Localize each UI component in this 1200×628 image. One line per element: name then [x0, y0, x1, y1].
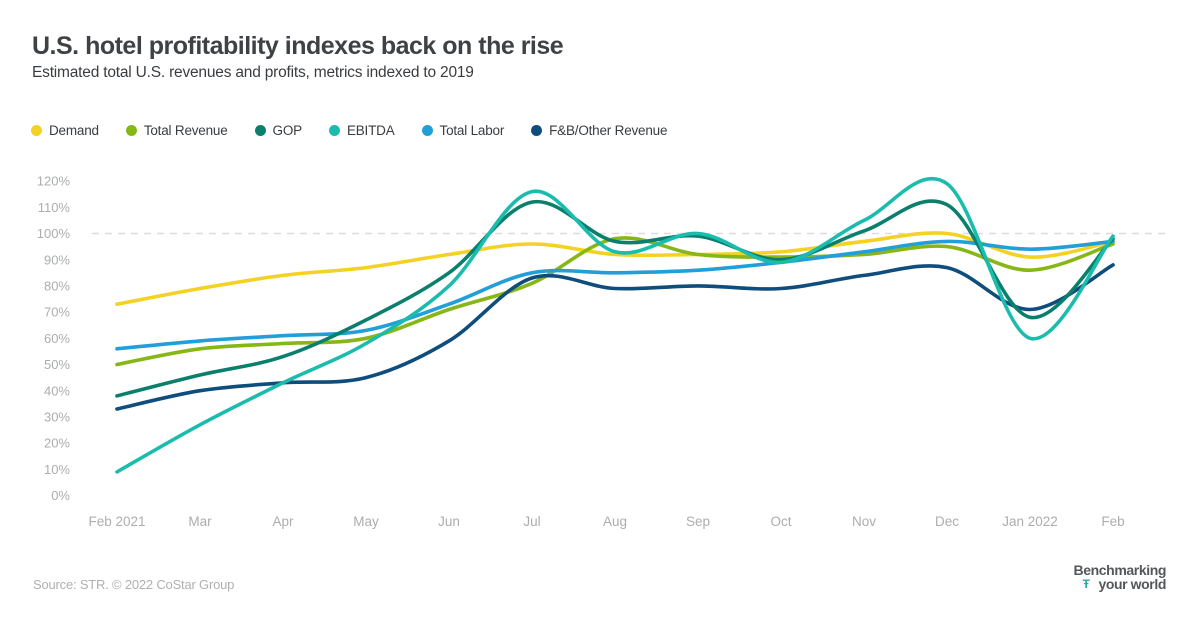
series-line-total-revenue — [115, 236, 1115, 367]
x-axis-label: Nov — [852, 514, 876, 529]
y-tick-label: 70% — [44, 305, 70, 320]
y-tick-label: 20% — [44, 436, 70, 451]
x-axis-label: Jun — [438, 514, 460, 529]
legend-dot-icon — [328, 125, 340, 136]
y-tick-label: 10% — [44, 462, 70, 477]
source-attribution: Source: STR. © 2022 CoStar Group — [33, 577, 235, 592]
legend-item-label: Total Revenue — [143, 123, 228, 138]
legend-item: GOP — [254, 123, 303, 138]
y-tick-label: 80% — [44, 278, 70, 293]
x-axis-label: Aug — [603, 514, 627, 529]
y-tick-label: 120% — [37, 174, 71, 189]
legend-dot-icon — [531, 125, 543, 136]
legend-item-label: Demand — [49, 123, 99, 138]
page-title: U.S. hotel profitability indexes back on… — [32, 32, 564, 60]
series-line-demand — [115, 231, 1115, 306]
page-subtitle: Estimated total U.S. revenues and profit… — [32, 64, 474, 81]
brand-logo-line2: Ŧ your world — [1074, 576, 1167, 592]
legend-item-label: GOP — [272, 123, 303, 138]
series-line-ebitda — [115, 176, 1115, 474]
series-line-total-labor — [115, 239, 1115, 351]
x-axis-label: Jan 2022 — [1002, 514, 1058, 529]
series-line-gop — [115, 199, 1115, 398]
x-axis-label: Feb — [1101, 514, 1124, 529]
legend-item: F&B/Other Revenue — [531, 123, 667, 138]
x-axis-label: Dec — [935, 514, 959, 529]
y-tick-label: 100% — [37, 226, 71, 241]
legend-dot-icon — [254, 125, 266, 136]
legend-item-label: EBITDA — [346, 123, 395, 138]
y-tick-label: 30% — [44, 409, 70, 424]
legend-dot-icon — [125, 125, 137, 136]
y-tick-label: 50% — [44, 357, 70, 372]
legend: Demand Total Revenue GOP EBITDA Total Labor F… — [31, 123, 667, 138]
brand-logo-line2-text: your world — [1098, 576, 1166, 592]
x-axis-label: Oct — [770, 514, 791, 529]
legend-item: Total Labor — [421, 123, 505, 138]
legend-item: Demand — [31, 123, 99, 138]
y-tick-label: 40% — [44, 383, 70, 398]
brand-logo-line1: Benchmarking — [1073, 562, 1167, 578]
x-axis-label: Feb 2021 — [88, 514, 145, 529]
x-axis-label: Jul — [523, 514, 540, 529]
y-tick-label: 0% — [51, 488, 70, 503]
legend-item-label: Total Labor — [439, 123, 505, 138]
y-tick-label: 90% — [44, 252, 70, 267]
legend-item: EBITDA — [328, 123, 395, 138]
brand-logo-mark-icon: Ŧ — [1082, 577, 1090, 591]
x-axis-label: Sep — [686, 514, 710, 529]
legend-item-label: F&B/Other Revenue — [549, 123, 668, 138]
y-tick-label: 60% — [44, 331, 70, 346]
legend-item: Total Revenue — [125, 123, 228, 138]
x-axis-label: Apr — [272, 514, 294, 529]
x-axis-label: May — [353, 514, 379, 529]
y-tick-label: 110% — [38, 200, 71, 215]
legend-dot-icon — [31, 125, 42, 136]
legend-dot-icon — [421, 125, 433, 136]
brand-logo: Benchmarking Ŧ your world — [1073, 562, 1167, 592]
x-axis-label: Mar — [188, 514, 212, 529]
